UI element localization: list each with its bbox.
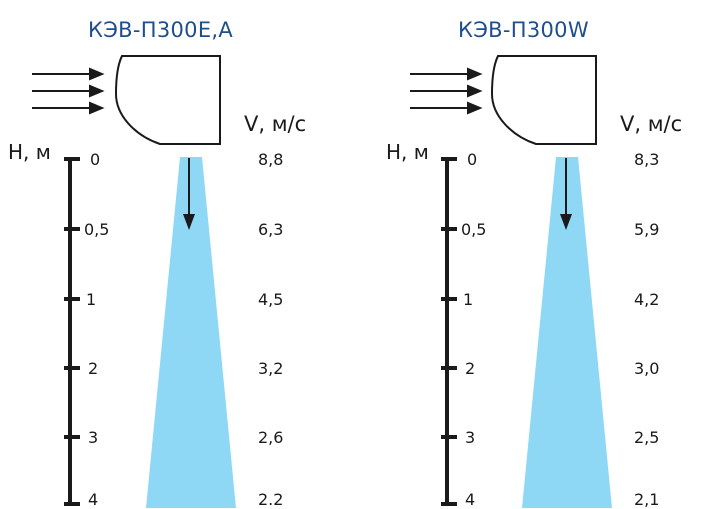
height-tick-label: 3	[465, 428, 476, 447]
airflow-jet	[522, 157, 612, 508]
panel-title: КЭВ-П300W	[458, 18, 589, 42]
panel-kev-p300e: КЭВ-П300E,A H, м V, м/с 0 0,5 1	[0, 0, 352, 509]
height-tick-label: 0	[467, 150, 478, 169]
velocity-value: 2,1	[634, 490, 660, 509]
airflow-direction-arrow-icon	[560, 158, 572, 230]
height-tick-label: 1	[463, 290, 474, 309]
intake-arrows	[410, 67, 483, 115]
velocity-value: 5,9	[634, 220, 660, 239]
velocity-value: 2,5	[634, 428, 660, 447]
velocity-axis-label: V, м/с	[244, 112, 307, 136]
airflow-direction-arrow-icon	[183, 158, 195, 230]
panel-title: КЭВ-П300E,A	[88, 18, 234, 42]
curtain-diagram	[410, 55, 612, 508]
air-curtain-unit-icon	[490, 55, 597, 145]
velocity-axis-label: V, м/с	[620, 112, 683, 136]
velocity-value: 2.2	[258, 490, 284, 509]
height-axis	[64, 157, 80, 506]
airflow-jet	[146, 157, 236, 508]
height-tick-label: 2	[465, 359, 476, 378]
velocity-value: 4,2	[634, 290, 660, 309]
panel-kev-p300w: КЭВ-П300W H, м V, м/с 0 0,5 1 2 3 4 8,3 …	[378, 0, 705, 509]
velocity-value: 4,5	[258, 290, 284, 309]
velocity-value: 3,0	[634, 359, 660, 378]
height-axis	[441, 157, 457, 506]
height-tick-label: 0,5	[461, 220, 487, 239]
height-tick-label: 3	[88, 428, 99, 447]
height-tick-label: 1	[86, 290, 97, 309]
velocity-value: 3,2	[258, 359, 284, 378]
height-tick-label: 2	[88, 359, 99, 378]
height-axis-label: H, м	[386, 140, 429, 164]
height-tick-label: 4	[88, 490, 99, 509]
intake-arrows	[32, 67, 105, 115]
height-axis-label: H, м	[8, 140, 51, 164]
height-tick-label: 4	[465, 490, 476, 509]
velocity-value: 8,8	[258, 150, 284, 169]
height-tick-label: 0,5	[84, 220, 110, 239]
velocity-value: 2,6	[258, 428, 284, 447]
velocity-value: 8,3	[634, 150, 660, 169]
curtain-diagram	[32, 55, 236, 508]
velocity-value: 6,3	[258, 220, 284, 239]
height-tick-label: 0	[90, 150, 101, 169]
air-curtain-unit-icon	[114, 55, 221, 145]
